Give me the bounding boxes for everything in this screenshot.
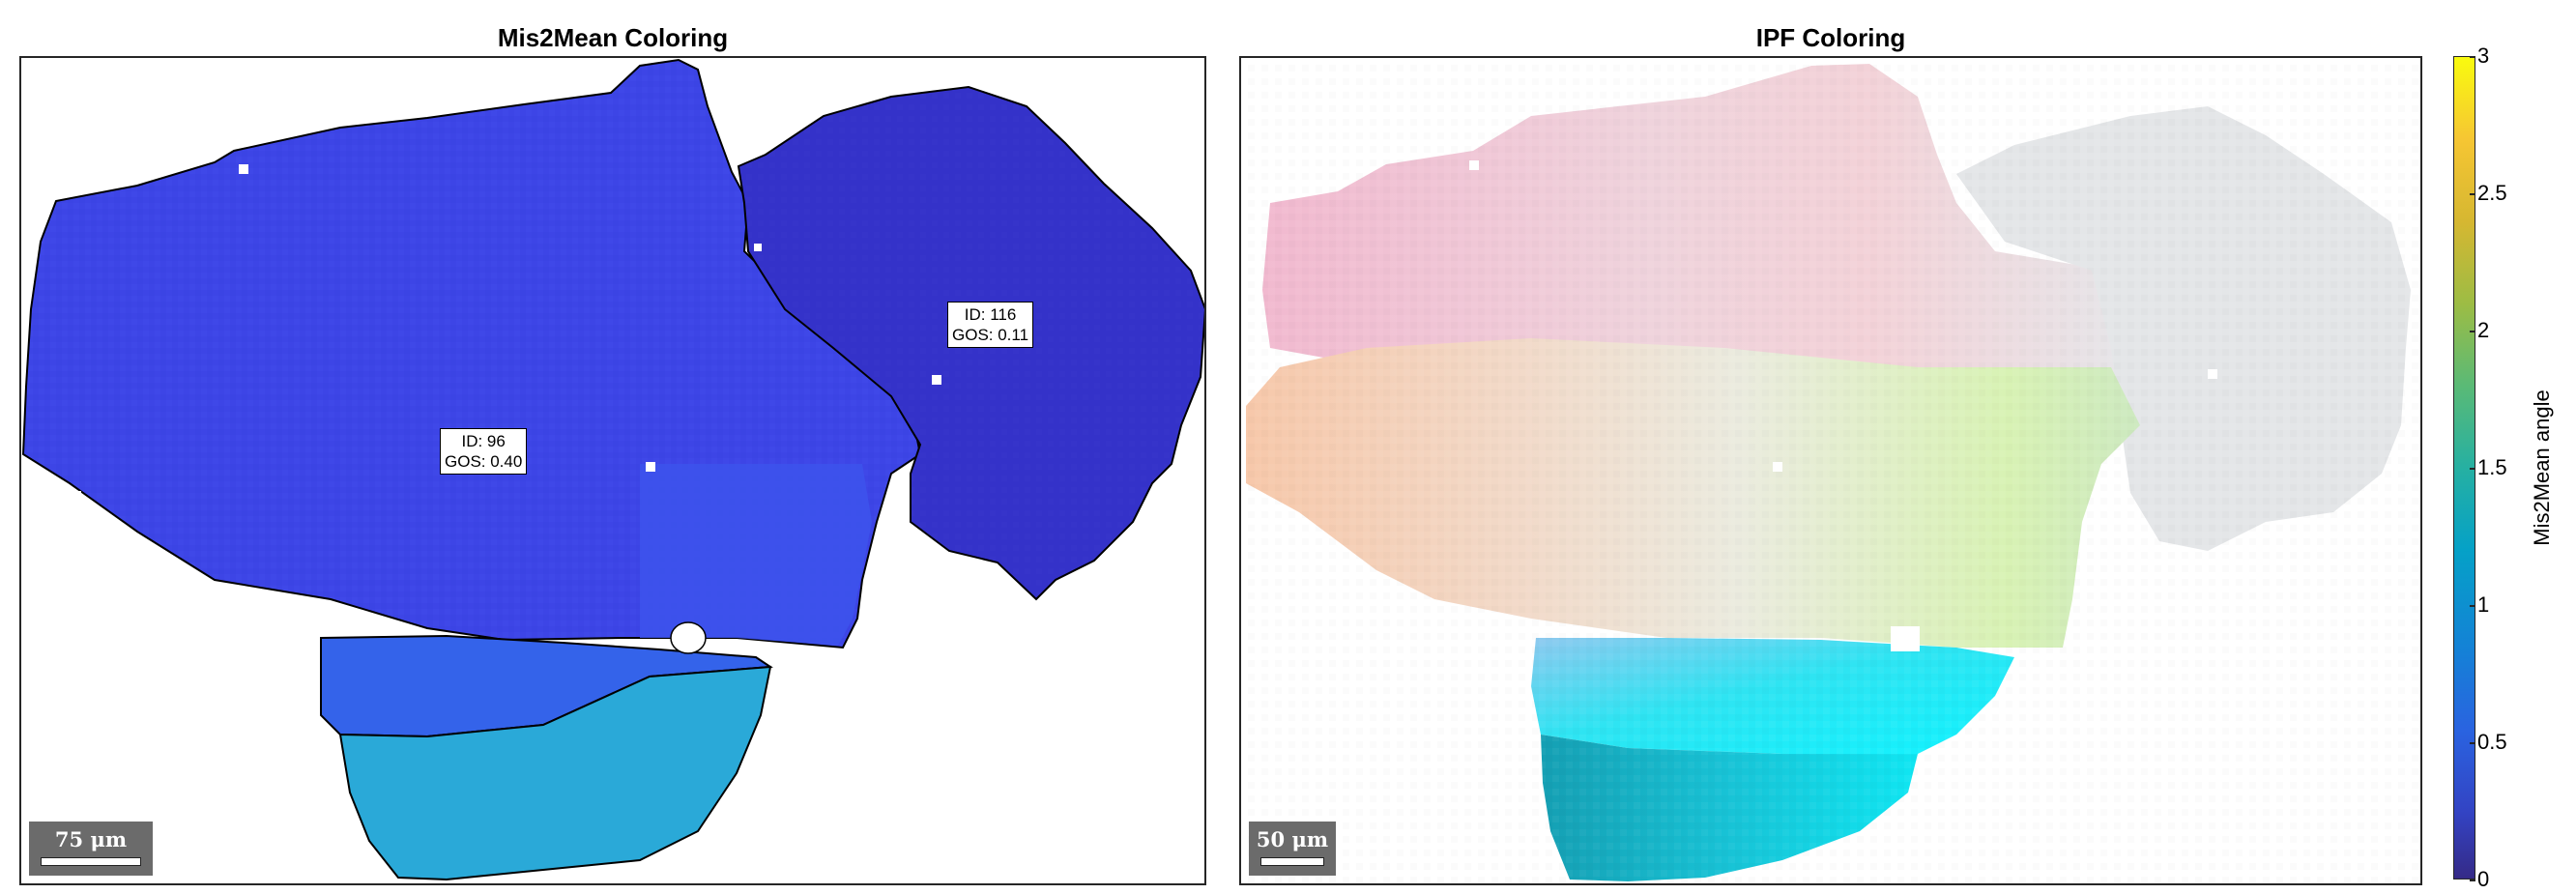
colorbar-tick-label: 1 (2477, 592, 2490, 617)
left-scalebar: 75 μm (29, 822, 153, 876)
colorbar-tick-mark (2470, 331, 2475, 332)
grain-96-subregion (640, 464, 872, 646)
colorbar-tick-label: 0 (2477, 867, 2490, 891)
left-panel-title: Mis2Mean Coloring (497, 23, 729, 52)
colorbar-tick-mark (2470, 56, 2475, 58)
colorbar-tick-mark (2470, 605, 2475, 607)
grain-gos-116: GOS: 0.11 (952, 326, 1029, 344)
colorbar-tick-mark (2470, 193, 2475, 195)
colorbar-tick-mark (2470, 742, 2475, 744)
right-scalebar: 50 μm (1249, 822, 1336, 876)
grain-label-96: ID: 96 GOS: 0.40 (440, 428, 528, 475)
right-ipf-map (1241, 58, 2420, 883)
colorbar-tick-label: 2.5 (2477, 181, 2507, 205)
left-scalebar-bar (41, 857, 141, 866)
grain-label-116: ID: 116 GOS: 0.11 (947, 302, 1034, 348)
grain-bottom (338, 665, 772, 881)
right-map-axes: 50 μm (1239, 56, 2422, 885)
left-grain-map (21, 58, 1204, 881)
left-scalebar-label: 75 μm (54, 827, 128, 851)
colorbar-tick-label: 2 (2477, 318, 2490, 342)
colorbar-tick-label: 1.5 (2477, 455, 2507, 479)
grain-gos-96: GOS: 0.40 (445, 452, 523, 471)
grain-id-96: ID: 96 (461, 432, 506, 450)
grain-hole (670, 621, 707, 654)
right-scalebar-bar (1260, 857, 1324, 866)
colorbar-tick-mark (2470, 880, 2475, 881)
right-panel-title: IPF Coloring (1755, 23, 1906, 52)
right-scalebar-label: 50 μm (1256, 827, 1329, 851)
colorbar-tick-label: 0.5 (2477, 730, 2507, 754)
left-map-axes: ID: 96 GOS: 0.40 ID: 116 GOS: 0.11 75 μm (19, 56, 1206, 885)
colorbar-tick-label: 3 (2477, 43, 2490, 68)
grain-id-116: ID: 116 (964, 305, 1017, 324)
colorbar-tick-mark (2470, 468, 2475, 470)
colorbar-label: Mis2Mean angle (2530, 389, 2554, 546)
